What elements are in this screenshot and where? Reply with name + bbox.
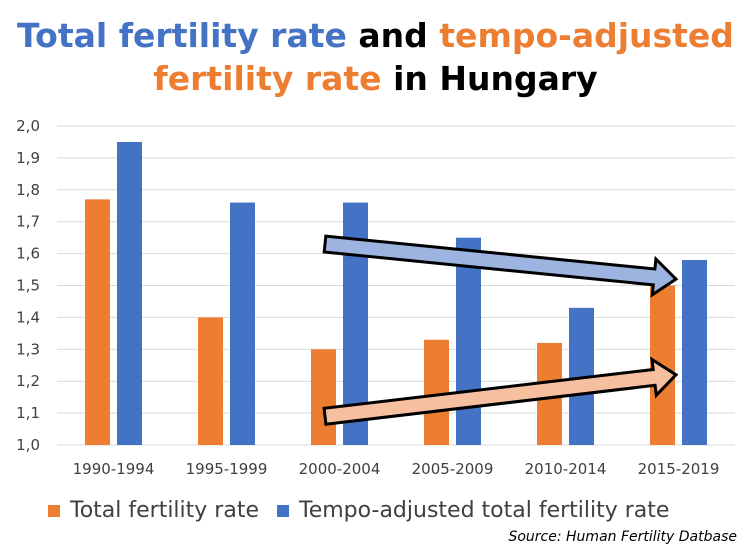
y-axis-ticks: 1,0 1,1 1,2 1,3 1,4 1,5 1,6 1,7 1,8 1,9 2,0 <box>16 117 40 454</box>
bar-total-fertility <box>85 199 110 445</box>
arrow-tempo-trend <box>322 234 679 298</box>
y-tick-label: 1,8 <box>16 181 40 199</box>
y-tick-label: 1,4 <box>16 308 40 326</box>
bar-tempo-adjusted <box>117 141 142 445</box>
bar-total-fertility <box>198 317 223 445</box>
title-part-and: and <box>358 16 428 55</box>
y-tick-label: 1,2 <box>16 372 40 390</box>
x-tick-label: 2000-2004 <box>299 460 381 478</box>
bar-total-fertility <box>311 349 336 445</box>
legend-item-tempo: Tempo-adjusted total fertility rate <box>277 498 669 523</box>
legend-label-tfr: Total fertility rate <box>70 498 259 523</box>
bar-tempo-adjusted <box>230 202 255 445</box>
x-tick-label: 1995-1999 <box>186 460 268 478</box>
y-tick-label: 1,7 <box>16 213 40 231</box>
y-tick-label: 1,9 <box>16 149 40 167</box>
title-part-tempo: tempo-adjusted fertility rate <box>153 16 734 98</box>
arrow-tfr-trend <box>322 356 679 426</box>
y-tick-label: 2,0 <box>16 117 40 135</box>
legend-swatch-tfr <box>48 504 60 517</box>
legend-label-tempo: Tempo-adjusted total fertility rate <box>299 498 670 523</box>
legend: Total fertility rate Tempo-adjusted tota… <box>48 498 687 523</box>
bar-tempo-adjusted <box>456 237 481 445</box>
legend-item-tfr: Total fertility rate <box>48 498 259 523</box>
bar-tempo-adjusted <box>682 259 707 445</box>
source-note: Source: Human Fertility Datbase <box>508 529 737 545</box>
x-tick-label: 2005-2009 <box>412 460 494 478</box>
y-tick-label: 1,6 <box>16 245 40 263</box>
legend-swatch-tempo <box>277 504 289 517</box>
chart-title: Total fertility rate and tempo-adjusted … <box>0 14 751 100</box>
y-tick-label: 1,1 <box>16 404 40 422</box>
bar-total-fertility <box>424 339 449 445</box>
x-axis-ticks: 1990-1994 1995-1999 2000-2004 2005-2009 2010… <box>73 460 720 478</box>
y-tick-label: 1,0 <box>16 436 40 454</box>
trend-arrows <box>322 234 679 426</box>
y-tick-label: 1,3 <box>16 340 40 358</box>
title-part-hungary: in Hungary <box>393 59 598 98</box>
x-tick-label: 2010-2014 <box>525 460 607 478</box>
x-tick-label: 1990-1994 <box>73 460 155 478</box>
y-tick-label: 1,5 <box>16 277 40 295</box>
x-tick-label: 2015-2019 <box>638 460 720 478</box>
title-part-tfr: Total fertility rate <box>17 16 347 55</box>
gridlines <box>57 125 735 446</box>
